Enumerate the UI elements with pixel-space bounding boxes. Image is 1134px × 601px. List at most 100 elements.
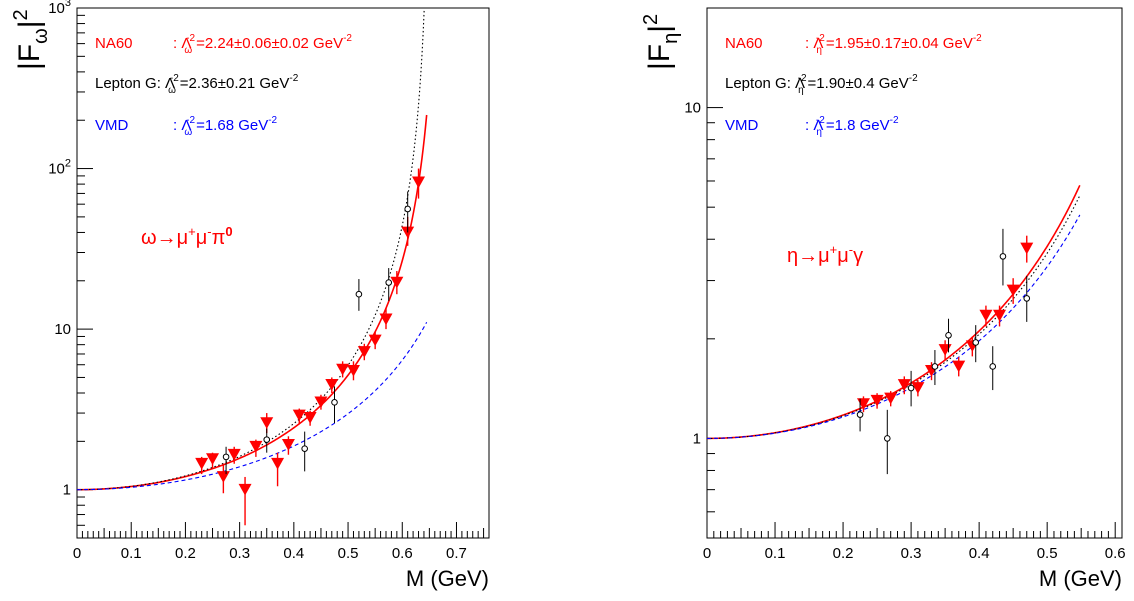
y-tick-base: 10 bbox=[48, 161, 65, 178]
y-tick-exponent: 3 bbox=[65, 0, 71, 9]
x-tick-label: 0.3 bbox=[901, 545, 922, 562]
legend-superscript: -2 bbox=[816, 115, 825, 126]
na60-data-point bbox=[390, 276, 404, 289]
x-tick-label: 0.4 bbox=[283, 545, 304, 562]
x-axis-title: M (GeV) bbox=[406, 566, 489, 591]
y-tick-base: 10 bbox=[48, 0, 65, 17]
reaction-main: μ bbox=[196, 227, 208, 249]
x-tick-label: 0.5 bbox=[338, 545, 359, 562]
na60-data-point bbox=[979, 309, 993, 322]
na60-data-point bbox=[1006, 284, 1020, 297]
leptong-data-point bbox=[945, 331, 952, 339]
na60-data-point bbox=[195, 457, 209, 470]
na60-data-point bbox=[368, 334, 382, 347]
plot-area bbox=[707, 184, 1081, 475]
reaction-sup: - bbox=[849, 242, 853, 257]
na60-data-point bbox=[357, 346, 371, 358]
na60-data-point bbox=[216, 471, 230, 483]
y-axis-title: |Fη|2 bbox=[640, 14, 682, 70]
legend-label: NA60 bbox=[725, 35, 763, 52]
y-tick-label: 1 bbox=[63, 482, 71, 499]
lepton-g-fit-curve bbox=[77, 8, 425, 491]
legend-label: Lepton G: Λ bbox=[95, 75, 175, 92]
legend-vmd: VMD: Λη-2=1.8 GeV-2 bbox=[725, 115, 899, 138]
na60-data-point bbox=[271, 457, 285, 470]
y-tick-label: 10 bbox=[54, 321, 71, 338]
legend-na60: NA60: Λη-2=1.95±0.17±0.04 GeV-2 bbox=[725, 33, 982, 56]
legend-superscript: -2 bbox=[170, 73, 179, 84]
leptong-data-point bbox=[856, 411, 864, 418]
legend-lambda: : Λ bbox=[805, 35, 823, 52]
na60-data-point bbox=[884, 392, 898, 405]
x-tick-label: 0.2 bbox=[833, 545, 854, 562]
na60-data-point bbox=[938, 344, 952, 356]
vmd-curve bbox=[77, 322, 428, 491]
x-tick-label: 0.7 bbox=[446, 545, 467, 562]
na60-data-point bbox=[952, 360, 966, 373]
legend-vmd: VMD: Λω-2=1.68 GeV-2 bbox=[95, 115, 278, 138]
y-title-bar: | bbox=[643, 25, 676, 33]
x-tick-label: 0.5 bbox=[1037, 545, 1058, 562]
reaction-sup: + bbox=[830, 242, 838, 257]
leptong-data-point bbox=[331, 399, 338, 406]
reaction-main: η→μ bbox=[787, 245, 830, 267]
na60-data-point bbox=[206, 453, 220, 465]
legend-label: VMD bbox=[95, 117, 129, 134]
legend-unit-exponent: -2 bbox=[343, 33, 352, 44]
na60-data-point bbox=[292, 409, 306, 422]
y-title-subscript: η bbox=[660, 33, 682, 44]
na60-data-point bbox=[249, 440, 263, 453]
legend-label: VMD bbox=[725, 117, 759, 134]
y-axis-title-text: |Fη|2 bbox=[640, 14, 682, 70]
y-title-superscript: 2 bbox=[10, 9, 32, 20]
na60-data-point bbox=[993, 309, 1007, 322]
na60-data-point bbox=[336, 363, 350, 376]
legend-value: =1.95±0.17±0.04 GeV bbox=[826, 35, 973, 52]
na60-data-point bbox=[1020, 242, 1034, 255]
leptong-data-point bbox=[883, 435, 891, 442]
x-tick-label: 0.3 bbox=[229, 545, 250, 562]
legend-subscript: η bbox=[798, 85, 804, 96]
legend-unit-exponent: -2 bbox=[909, 73, 918, 84]
leptong-data-point bbox=[222, 453, 230, 461]
plot-frame bbox=[706, 7, 1123, 539]
na60-fit-curve bbox=[707, 184, 1081, 440]
leptong-data-point bbox=[404, 205, 411, 213]
reaction-main: ω→μ bbox=[141, 227, 188, 249]
x-tick-label: 0.6 bbox=[1105, 545, 1126, 562]
legend-value: =2.36±0.21 GeV bbox=[180, 75, 290, 92]
leptong-data-point bbox=[999, 253, 1007, 260]
legend-superscript: -2 bbox=[816, 33, 825, 44]
legend-unit-exponent: -2 bbox=[289, 73, 298, 84]
na60-data-point bbox=[238, 483, 252, 496]
reaction-main: γ bbox=[853, 245, 863, 267]
na60-data-point bbox=[870, 394, 884, 407]
na60-data-point bbox=[260, 417, 274, 429]
legend-subscript: ω bbox=[184, 127, 192, 138]
na60-data-point bbox=[911, 382, 925, 394]
lepton-g-fit-curve bbox=[707, 195, 1081, 439]
leptong-data-point bbox=[907, 384, 915, 392]
legend-lambda: : Λ bbox=[173, 117, 191, 134]
plot-area bbox=[77, 8, 428, 526]
legend-unit-exponent: -2 bbox=[268, 115, 277, 126]
leptong-data-point bbox=[931, 363, 939, 370]
y-title-superscript: 2 bbox=[640, 14, 662, 25]
na60-data-point bbox=[303, 412, 317, 424]
leptong-data-point bbox=[301, 445, 308, 452]
x-tick-label: 0.1 bbox=[121, 545, 142, 562]
na60-data-point bbox=[325, 378, 339, 391]
reaction-sup: + bbox=[188, 224, 196, 239]
na60-data-point bbox=[281, 439, 295, 451]
na60-data-point bbox=[227, 448, 241, 461]
reaction-label: η→μ+μ-γ bbox=[787, 242, 863, 267]
x-tick-label: 0 bbox=[73, 545, 81, 562]
reaction-label: ω→μ+μ-π0 bbox=[141, 224, 233, 249]
reaction-sup: 0 bbox=[225, 224, 232, 239]
reaction-main: π bbox=[212, 227, 226, 249]
y-tick-label: 10 bbox=[684, 100, 701, 117]
x-tick-label: 0.1 bbox=[765, 545, 786, 562]
x-tick-label: 0 bbox=[703, 545, 711, 562]
